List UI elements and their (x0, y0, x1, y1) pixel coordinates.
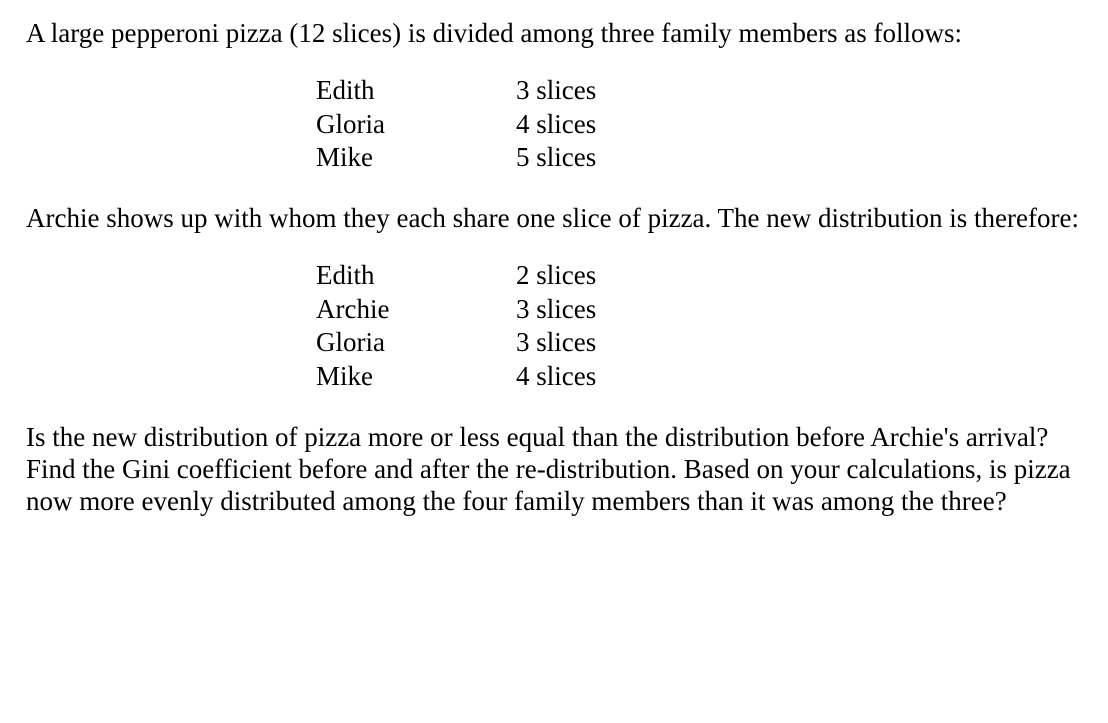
name-cell: Mike (316, 141, 516, 175)
table-row: Edith 3 slices (26, 74, 1082, 108)
slices-cell: 3 slices (516, 326, 716, 360)
distribution-after-table: Edith 2 slices Archie 3 slices Gloria 3 … (26, 259, 1082, 394)
name-cell: Edith (316, 74, 516, 108)
table-row: Archie 3 slices (26, 293, 1082, 327)
intro-paragraph: A large pepperoni pizza (12 slices) is d… (26, 18, 1082, 50)
table-row: Gloria 4 slices (26, 108, 1082, 142)
name-cell: Gloria (316, 326, 516, 360)
name-cell: Mike (316, 360, 516, 394)
slices-cell: 4 slices (516, 360, 716, 394)
slices-cell: 3 slices (516, 293, 716, 327)
distribution-before-table: Edith 3 slices Gloria 4 slices Mike 5 sl… (26, 74, 1082, 175)
middle-paragraph: Archie shows up with whom they each shar… (26, 203, 1082, 235)
name-cell: Edith (316, 259, 516, 293)
table-row: Gloria 3 slices (26, 326, 1082, 360)
slices-cell: 4 slices (516, 108, 716, 142)
table-row: Edith 2 slices (26, 259, 1082, 293)
problem-page: A large pepperoni pizza (12 slices) is d… (0, 0, 1108, 518)
slices-cell: 5 slices (516, 141, 716, 175)
table-row: Mike 5 slices (26, 141, 1082, 175)
conclusion-paragraph: Is the new distribution of pizza more or… (26, 422, 1082, 518)
slices-cell: 2 slices (516, 259, 716, 293)
slices-cell: 3 slices (516, 74, 716, 108)
name-cell: Gloria (316, 108, 516, 142)
name-cell: Archie (316, 293, 516, 327)
table-row: Mike 4 slices (26, 360, 1082, 394)
